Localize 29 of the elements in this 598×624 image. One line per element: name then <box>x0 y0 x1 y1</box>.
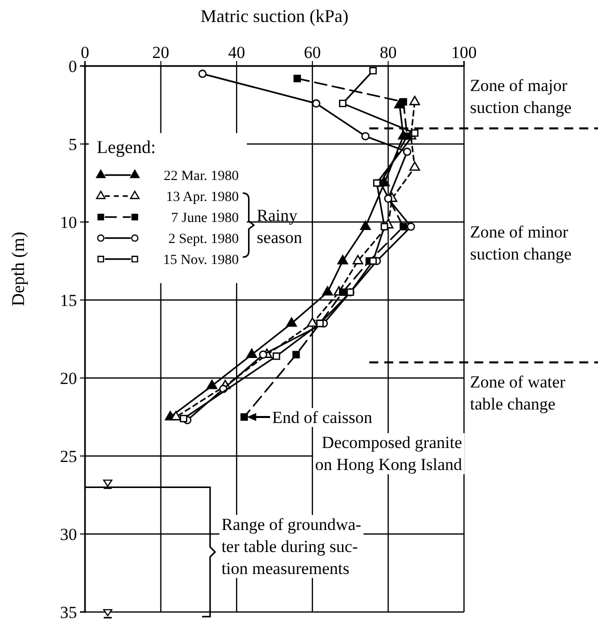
legend-title: Legend: <box>96 137 156 158</box>
y-tick-label: 20 <box>60 368 77 388</box>
y-tick-label: 30 <box>60 524 77 544</box>
legend-label: 7 June 1980 <box>171 211 239 226</box>
x-tick-label: 100 <box>451 43 477 62</box>
text: Zone of water table change <box>470 372 566 414</box>
annotation: End of caisson <box>272 408 373 427</box>
y-tick-label: 5 <box>68 134 77 154</box>
x-axis-title: Matric suction (kPa) <box>200 6 348 26</box>
x-tick-label: 80 <box>380 43 397 62</box>
legend-label: 2 Sept. 1980 <box>168 232 239 248</box>
x-tick-label: 0 <box>80 43 90 62</box>
x-tick-label: 60 <box>304 43 321 62</box>
legend-label: 15 Nov. 1980 <box>163 253 239 268</box>
y-tick-label: 15 <box>60 290 77 310</box>
x-tick-label: 20 <box>152 43 170 62</box>
y-axis-title: Depth (m) <box>8 232 28 306</box>
annotation: Rainy season <box>256 206 303 248</box>
legend-label: 22 Mar. 1980 <box>164 169 239 184</box>
annotation: Range of groundwa- ter table during suc- tion measurements <box>221 514 362 578</box>
y-tick-label: 25 <box>60 446 77 466</box>
legend-label: 13 Apr. 1980 <box>166 190 239 206</box>
annotation: Decomposed granite on Hong Kong Island <box>315 433 462 474</box>
x-tick-label: 40 <box>228 43 246 62</box>
text: Zone of major suction change <box>470 76 572 117</box>
text: Zone of minor suction change <box>470 222 572 264</box>
y-tick-label: 0 <box>68 56 77 76</box>
y-tick-label: 35 <box>60 602 77 622</box>
y-tick-label: 10 <box>60 212 77 232</box>
